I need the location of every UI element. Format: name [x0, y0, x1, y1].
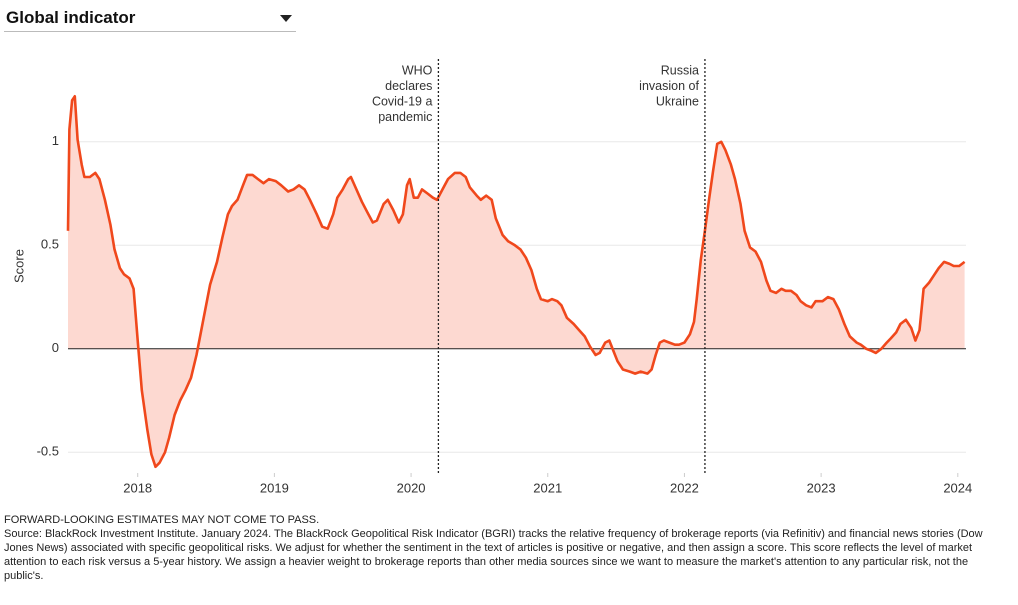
area: [68, 96, 965, 467]
dropdown-label: Global indicator: [6, 8, 136, 27]
y-tick-label: 1: [52, 133, 59, 148]
event-label: invasion of: [639, 79, 699, 93]
x-tick-label: 2021: [533, 480, 562, 495]
dropdown-arrow: [280, 15, 292, 22]
x-tick-label: 2019: [260, 480, 289, 495]
footnote: FORWARD-LOOKING ESTIMATES MAY NOT COME T…: [4, 513, 984, 583]
note: FORWARD-LOOKING ESTIMATES MAY NOT COME T…: [4, 514, 320, 526]
event-label: Russia: [661, 63, 699, 77]
x-tick-label: 2023: [807, 480, 836, 495]
event-label: Covid-19 a: [372, 94, 432, 108]
x-tick-label: 2024: [943, 480, 972, 495]
y-tick-label: 0: [52, 340, 59, 355]
x-tick-label: 2022: [670, 480, 699, 495]
event-label: pandemic: [378, 110, 432, 124]
source: Source: BlackRock Investment Institute. …: [4, 528, 983, 582]
chart: Score -0.5 0 0.5 1 2018 2019 2020 2021 2022 2023 2…: [11, 59, 972, 495]
x-tick-label: 2020: [397, 480, 426, 495]
event-label: declares: [385, 79, 432, 93]
y-axis-label: Score: [11, 249, 26, 283]
event-label: WHO: [402, 63, 433, 77]
y-tick-label: 0.5: [41, 237, 59, 252]
x-tick-label: 2018: [123, 480, 152, 495]
line: [66, 95, 966, 469]
event-label: Ukraine: [656, 94, 699, 108]
y-tick-label: -0.5: [37, 444, 59, 459]
indicator-dropdown[interactable]: Global indicator: [4, 4, 296, 32]
